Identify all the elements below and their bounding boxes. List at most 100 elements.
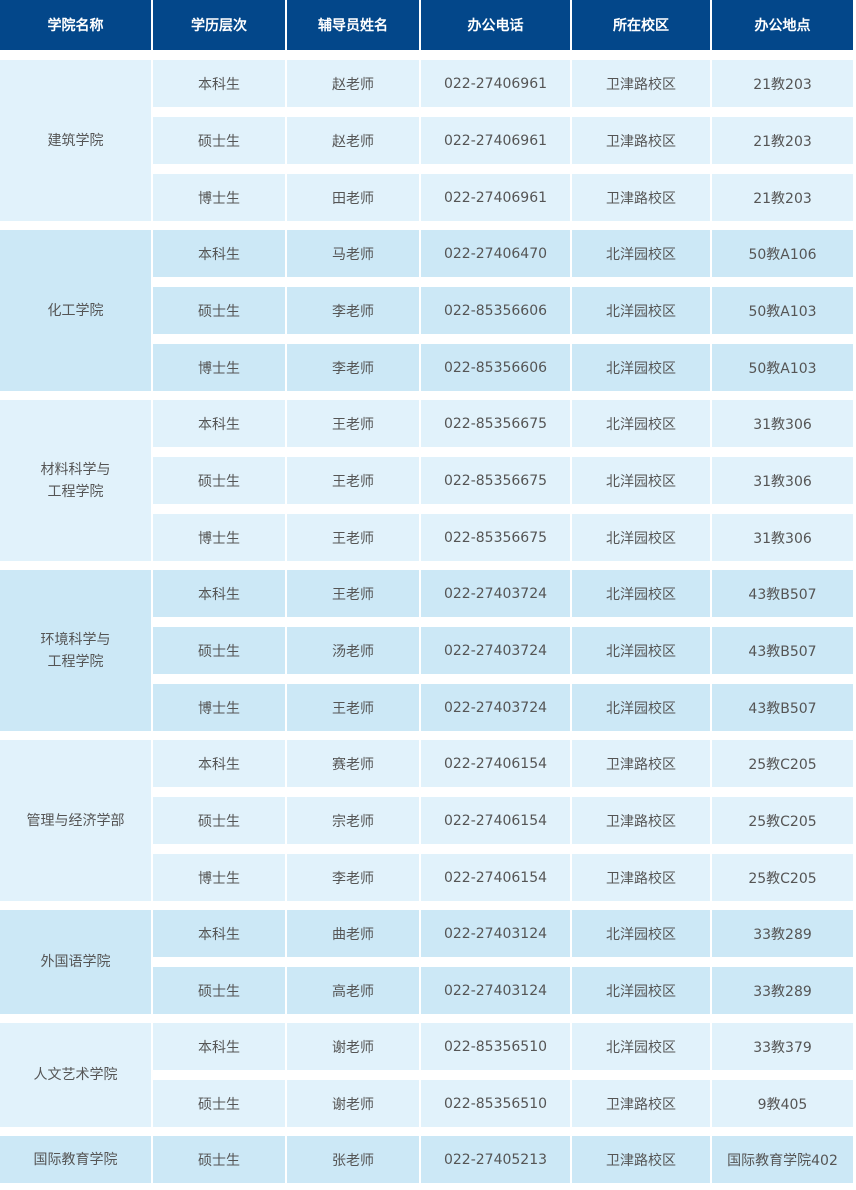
degree-level-cell: 博士生 xyxy=(153,344,285,391)
campus-cell: 北洋园校区 xyxy=(572,627,710,674)
header-office-phone: 办公电话 xyxy=(421,0,570,50)
office-location-cell: 25教C205 xyxy=(712,854,853,901)
office-phone-cell: 022-85356675 xyxy=(421,514,570,561)
campus-cell: 北洋园校区 xyxy=(572,344,710,391)
degree-level-cell: 硕士生 xyxy=(153,457,285,504)
header-degree-level: 学历层次 xyxy=(153,0,285,50)
counselor-name-cell: 宗老师 xyxy=(287,797,419,844)
college-name-cell: 国际教育学院 xyxy=(0,1136,151,1183)
office-phone-cell: 022-27406961 xyxy=(421,174,570,221)
college-name-cell: 人文艺术学院 xyxy=(0,1023,151,1127)
degree-level-cell: 硕士生 xyxy=(153,797,285,844)
header-office-location: 办公地点 xyxy=(712,0,853,50)
degree-level-cell: 本科生 xyxy=(153,230,285,277)
degree-level-cell: 博士生 xyxy=(153,854,285,901)
office-location-cell: 43教B507 xyxy=(712,570,853,617)
degree-level-cell: 硕士生 xyxy=(153,627,285,674)
office-phone-cell: 022-27403724 xyxy=(421,627,570,674)
office-location-cell: 33教289 xyxy=(712,910,853,957)
campus-cell: 卫津路校区 xyxy=(572,60,710,107)
degree-level-cell: 本科生 xyxy=(153,400,285,447)
degree-level-cell: 本科生 xyxy=(153,740,285,787)
campus-cell: 卫津路校区 xyxy=(572,797,710,844)
degree-level-cell: 博士生 xyxy=(153,174,285,221)
office-location-cell: 33教379 xyxy=(712,1023,853,1070)
header-campus: 所在校区 xyxy=(572,0,710,50)
office-location-cell: 国际教育学院402 xyxy=(712,1136,853,1183)
office-location-cell: 31教306 xyxy=(712,400,853,447)
office-phone-cell: 022-85356606 xyxy=(421,287,570,334)
office-location-cell: 31教306 xyxy=(712,457,853,504)
office-phone-cell: 022-27403724 xyxy=(421,684,570,731)
campus-cell: 北洋园校区 xyxy=(572,684,710,731)
office-phone-cell: 022-27406470 xyxy=(421,230,570,277)
counselor-name-cell: 王老师 xyxy=(287,400,419,447)
office-phone-cell: 022-85356606 xyxy=(421,344,570,391)
college-group: 环境科学与 工程学院 本科生 王老师 022-27403724 北洋园校区 43教B507… xyxy=(0,570,856,731)
counselor-name-cell: 李老师 xyxy=(287,344,419,391)
degree-level-cell: 硕士生 xyxy=(153,1080,285,1127)
college-group: 建筑学院 本科生 赵老师 022-27406961 卫津路校区 21教203 硕士生 赵老师 0… xyxy=(0,60,856,221)
office-location-cell: 21教203 xyxy=(712,60,853,107)
office-phone-cell: 022-27406961 xyxy=(421,60,570,107)
college-group: 外国语学院 本科生 曲老师 022-27403124 北洋园校区 33教289 硕士生 高老师… xyxy=(0,910,856,1014)
office-phone-cell: 022-85356675 xyxy=(421,400,570,447)
office-location-cell: 21教203 xyxy=(712,117,853,164)
counselor-name-cell: 马老师 xyxy=(287,230,419,277)
office-phone-cell: 022-85356675 xyxy=(421,457,570,504)
office-location-cell: 33教289 xyxy=(712,967,853,1014)
campus-cell: 北洋园校区 xyxy=(572,1023,710,1070)
counselor-name-cell: 谢老师 xyxy=(287,1080,419,1127)
campus-cell: 北洋园校区 xyxy=(572,230,710,277)
office-phone-cell: 022-27403124 xyxy=(421,910,570,957)
office-location-cell: 50教A103 xyxy=(712,287,853,334)
college-name-cell: 材料科学与 工程学院 xyxy=(0,400,151,561)
degree-level-cell: 本科生 xyxy=(153,60,285,107)
college-group: 化工学院 本科生 马老师 022-27406470 北洋园校区 50教A106 硕士生 李老师… xyxy=(0,230,856,391)
counselor-name-cell: 曲老师 xyxy=(287,910,419,957)
office-phone-cell: 022-85356510 xyxy=(421,1080,570,1127)
office-phone-cell: 022-27406961 xyxy=(421,117,570,164)
degree-level-cell: 博士生 xyxy=(153,684,285,731)
office-phone-cell: 022-27403724 xyxy=(421,570,570,617)
office-location-cell: 21教203 xyxy=(712,174,853,221)
counselor-name-cell: 王老师 xyxy=(287,684,419,731)
counselor-name-cell: 李老师 xyxy=(287,854,419,901)
degree-level-cell: 硕士生 xyxy=(153,117,285,164)
campus-cell: 北洋园校区 xyxy=(572,287,710,334)
office-phone-cell: 022-85356510 xyxy=(421,1023,570,1070)
college-group: 人文艺术学院 本科生 谢老师 022-85356510 北洋园校区 33教379 硕士生 谢老… xyxy=(0,1023,856,1127)
table-body: 建筑学院 本科生 赵老师 022-27406961 卫津路校区 21教203 硕士生 赵老师 0… xyxy=(0,60,856,1183)
campus-cell: 卫津路校区 xyxy=(572,1136,710,1183)
college-group: 材料科学与 工程学院 本科生 王老师 022-85356675 北洋园校区 31教306 硕… xyxy=(0,400,856,561)
counselor-name-cell: 高老师 xyxy=(287,967,419,1014)
office-location-cell: 43教B507 xyxy=(712,684,853,731)
degree-level-cell: 硕士生 xyxy=(153,967,285,1014)
header-college: 学院名称 xyxy=(0,0,151,50)
college-group: 管理与经济学部 本科生 赛老师 022-27406154 卫津路校区 25教C205 硕士生… xyxy=(0,740,856,901)
office-location-cell: 31教306 xyxy=(712,514,853,561)
office-location-cell: 50教A103 xyxy=(712,344,853,391)
counselor-name-cell: 李老师 xyxy=(287,287,419,334)
counselor-name-cell: 汤老师 xyxy=(287,627,419,674)
office-location-cell: 43教B507 xyxy=(712,627,853,674)
campus-cell: 卫津路校区 xyxy=(572,740,710,787)
college-name-cell: 外国语学院 xyxy=(0,910,151,1014)
campus-cell: 卫津路校区 xyxy=(572,854,710,901)
college-group: 国际教育学院 硕士生 张老师 022-27405213 卫津路校区 国际教育学院402 xyxy=(0,1136,856,1183)
campus-cell: 北洋园校区 xyxy=(572,570,710,617)
degree-level-cell: 博士生 xyxy=(153,514,285,561)
campus-cell: 卫津路校区 xyxy=(572,117,710,164)
college-name-cell: 管理与经济学部 xyxy=(0,740,151,901)
counselor-name-cell: 赵老师 xyxy=(287,60,419,107)
counselor-name-cell: 田老师 xyxy=(287,174,419,221)
office-location-cell: 9教405 xyxy=(712,1080,853,1127)
counselor-name-cell: 张老师 xyxy=(287,1136,419,1183)
campus-cell: 卫津路校区 xyxy=(572,174,710,221)
campus-cell: 北洋园校区 xyxy=(572,967,710,1014)
counselor-name-cell: 王老师 xyxy=(287,570,419,617)
college-name-cell: 化工学院 xyxy=(0,230,151,391)
college-name-cell: 环境科学与 工程学院 xyxy=(0,570,151,731)
campus-cell: 北洋园校区 xyxy=(572,400,710,447)
